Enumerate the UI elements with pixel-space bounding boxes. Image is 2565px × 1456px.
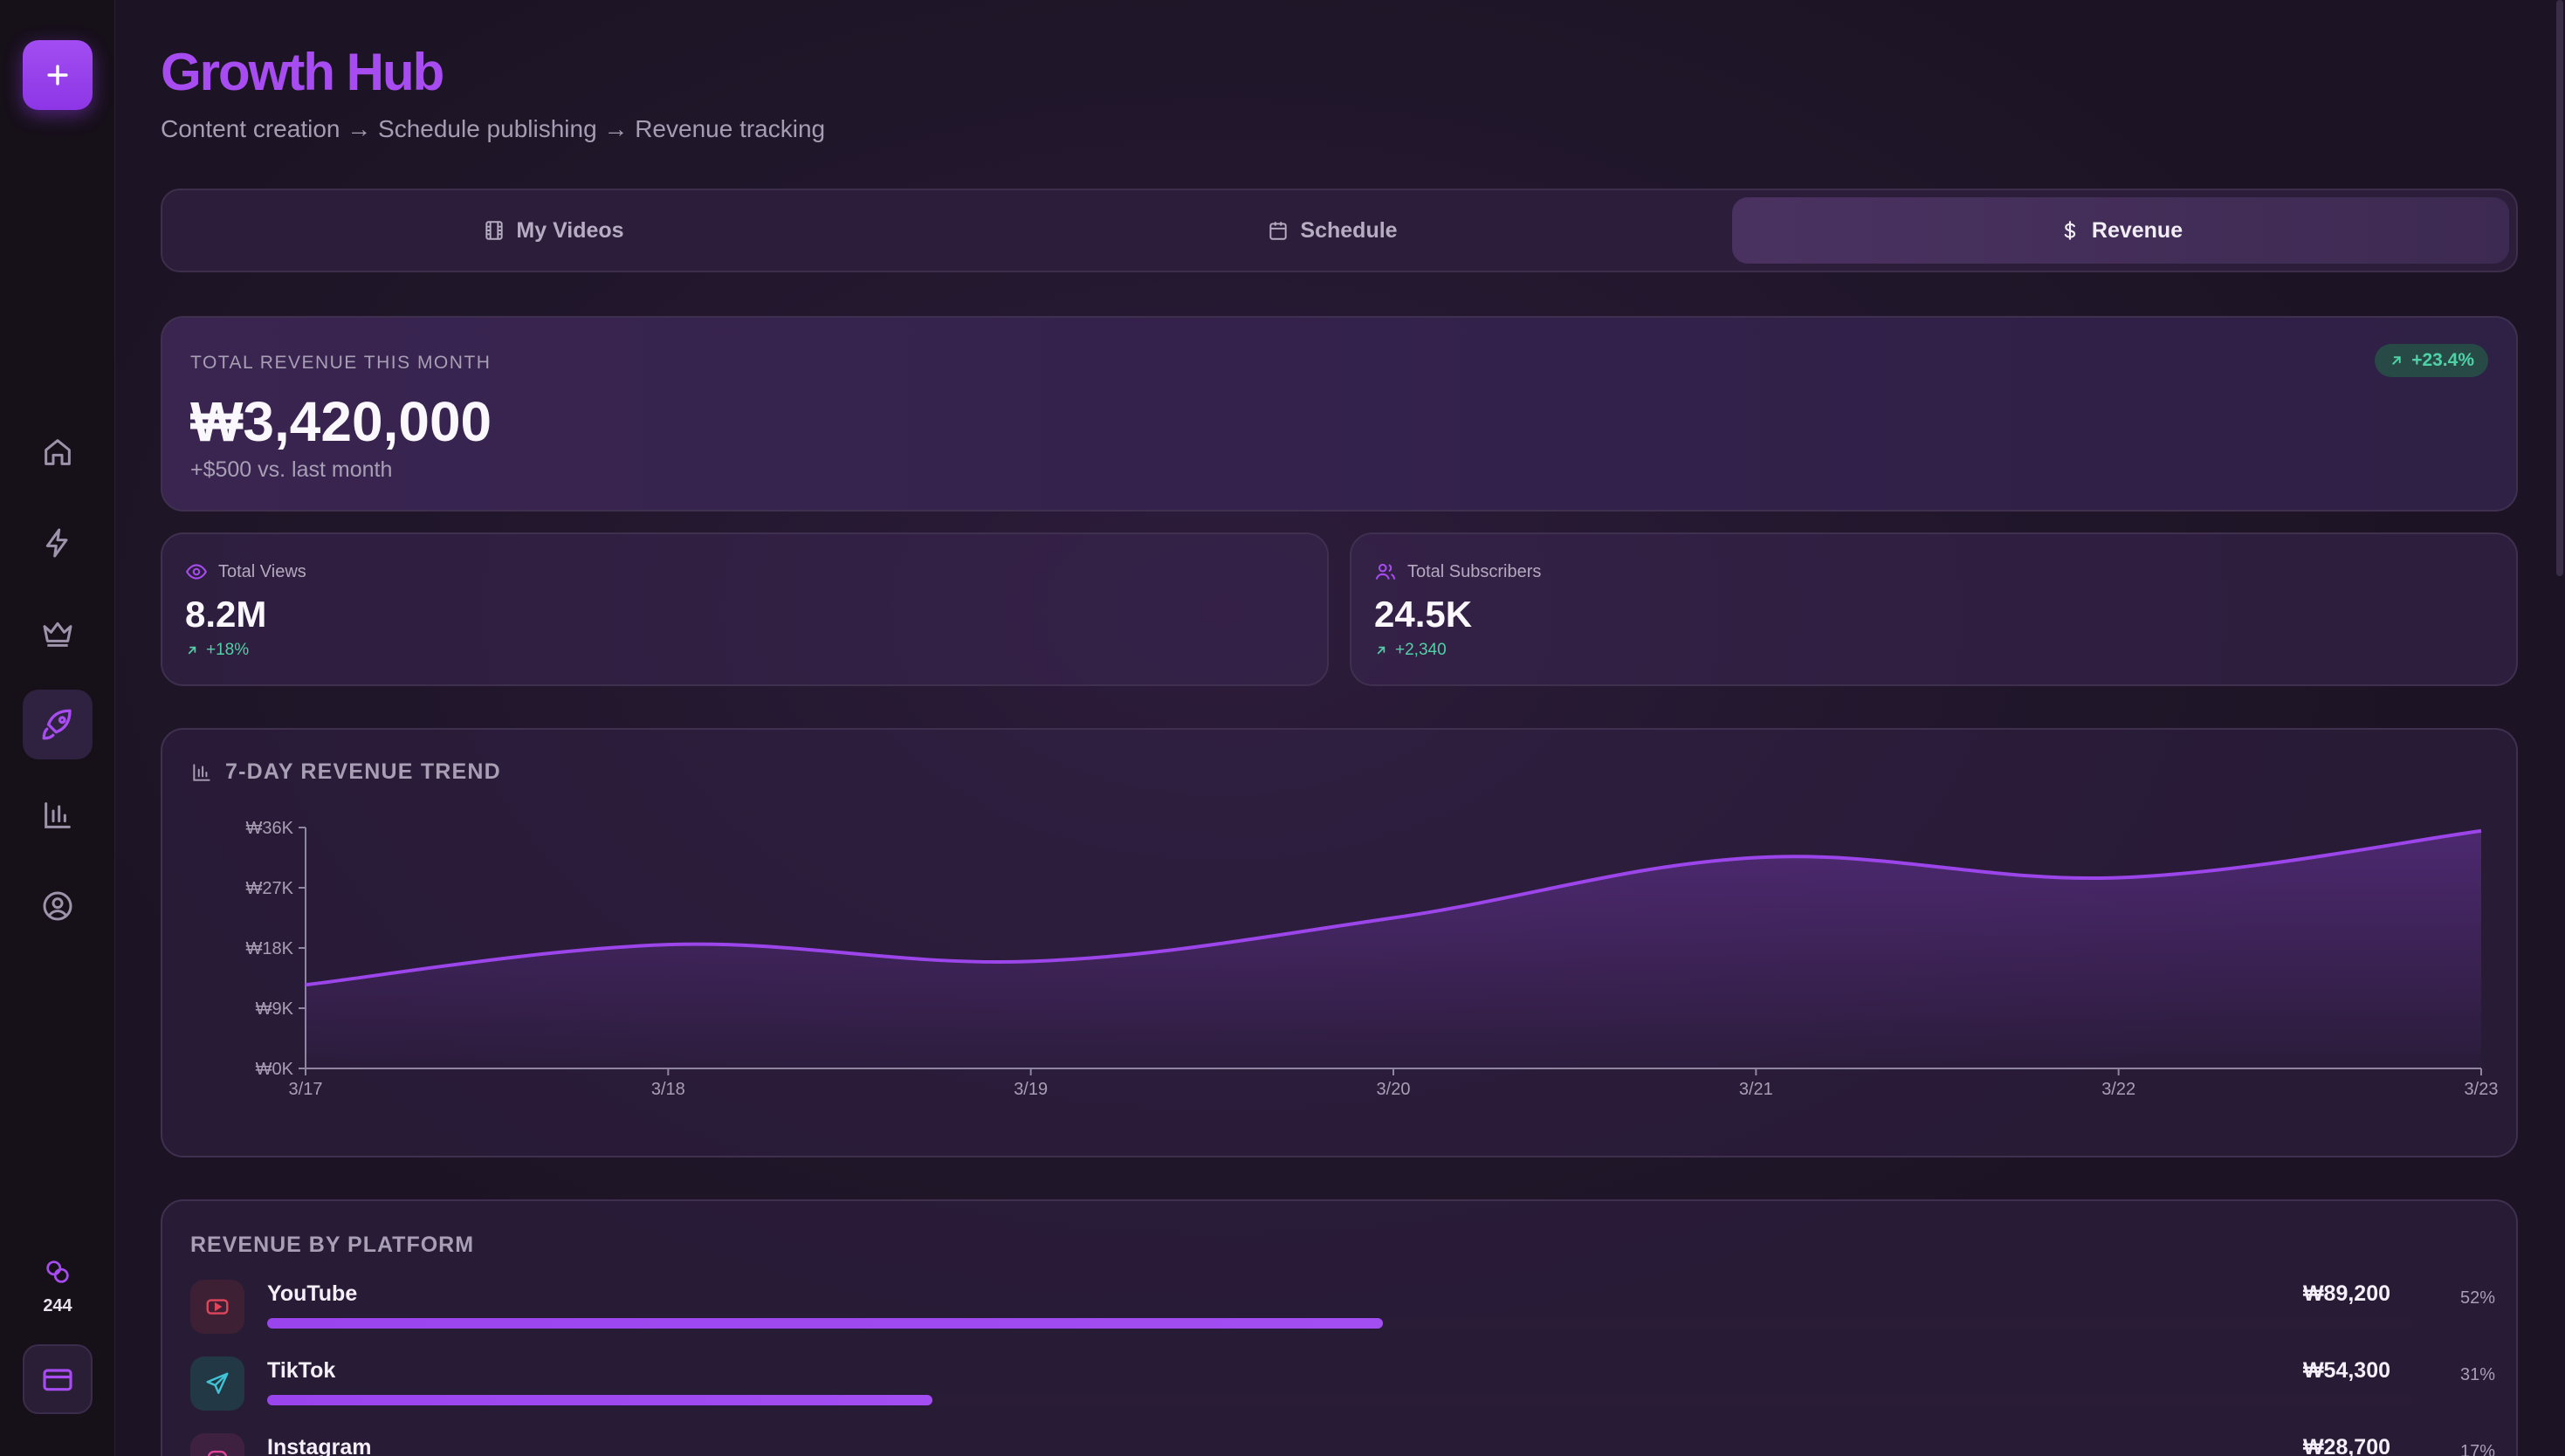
tab-label: My Videos [516, 217, 624, 243]
series-area [306, 830, 2481, 1068]
views-label: Total Views [218, 561, 306, 581]
x-tick-label: 3/22 [2101, 1080, 2135, 1099]
platform-percent: 52% [2459, 1288, 2495, 1308]
eye-icon [186, 564, 207, 580]
platform-name: YouTube [267, 1281, 358, 1306]
revenue-trend-card: ₩0K ₩9K ₩18K ₩27K ₩36K 3/17 3/18 3/19 3/20 3/21 3/… [161, 728, 2518, 1157]
plus-icon [47, 65, 68, 86]
rocket-icon [42, 709, 72, 740]
platform-share-fill [267, 1395, 932, 1405]
platform-share-bar [267, 1395, 2413, 1405]
platform-amount: ₩28,700 [2302, 1435, 2390, 1456]
views-delta: +18% [206, 641, 250, 659]
main-content: Growth Hub Content creation → Schedule p… [161, 0, 2518, 1456]
chart-title-row: 7-DAY REVENUE TREND [190, 759, 501, 785]
total-subscribers-card: Total Subscribers 24.5K +2,340 [1350, 532, 2518, 686]
subscribers-label: Total Subscribers [1407, 561, 1542, 581]
growth-badge: +23.4% [2375, 344, 2488, 377]
sidebar: 244 [0, 0, 115, 1456]
chart-title: 7-DAY REVENUE TREND [225, 759, 501, 784]
subscribers-delta-row: +2,340 [1374, 641, 1447, 660]
scrollbar[interactable] [2556, 0, 2563, 576]
tab-label: Schedule [1300, 217, 1398, 243]
platform-amount: ₩54,300 [2302, 1358, 2390, 1383]
sidebar-item-lightning[interactable] [23, 508, 93, 578]
youtube-icon [190, 1280, 244, 1334]
tab-revenue[interactable]: Revenue [1732, 197, 2509, 264]
platform-row[interactable]: Instagram ₩28,700 17% [190, 1433, 2495, 1456]
platform-share-bar [267, 1318, 2413, 1329]
home-icon [45, 439, 71, 465]
page-title: Growth Hub [161, 43, 444, 101]
sidebar-item-analytics[interactable] [23, 780, 93, 850]
total-views-card: Total Views 8.2M +18% [161, 532, 1329, 686]
bar-chart-icon [193, 763, 210, 781]
y-tick-label: ₩0K [256, 1060, 294, 1079]
tab-bar: My Videos Schedule Revenue [161, 189, 2518, 272]
user-circle-icon [43, 891, 72, 921]
tab-label: Revenue [2091, 217, 2183, 243]
y-tick-label: ₩27K [246, 879, 294, 898]
platform-row[interactable]: YouTube ₩89,200 52% [190, 1280, 2495, 1350]
bar-chart-icon [45, 802, 71, 828]
calendar-icon [1269, 222, 1288, 240]
coins-icon [46, 1260, 69, 1283]
x-tick-label: 3/23 [2465, 1080, 2499, 1099]
x-tick-label: 3/19 [1014, 1080, 1048, 1099]
sidebar-item-growth[interactable] [23, 690, 93, 759]
tab-schedule[interactable]: Schedule [948, 197, 1716, 264]
revenue-by-platform-card: REVENUE BY PLATFORM YouTube ₩89,200 52% Tik… [161, 1199, 2518, 1456]
credit-card-icon [43, 1369, 72, 1391]
subscribers-label-row: Total Subscribers [1374, 560, 1541, 583]
views-delta-row: +18% [185, 641, 249, 660]
page-subtitle: Content creation → Schedule publishing →… [161, 115, 826, 142]
sidebar-item-crown[interactable] [23, 599, 93, 669]
platform-name: Instagram [267, 1435, 372, 1456]
sidebar-item-profile[interactable] [23, 871, 93, 941]
credits-counter[interactable]: 244 [23, 1257, 93, 1316]
x-tick-label: 3/20 [1377, 1080, 1411, 1099]
platform-percent: 17% [2459, 1442, 2495, 1456]
x-tick-label: 3/18 [651, 1080, 685, 1099]
arrow-up-right-icon [188, 646, 196, 655]
subscribers-value: 24.5K [1374, 594, 1473, 635]
crown-icon [43, 622, 72, 647]
x-tick-label: 3/21 [1739, 1080, 1773, 1099]
views-value: 8.2M [185, 594, 267, 635]
arrow-up-right-icon [1377, 646, 1386, 655]
y-tick-label: ₩18K [246, 939, 294, 958]
billing-button[interactable] [23, 1344, 93, 1414]
instagram-icon [190, 1433, 244, 1456]
y-tick-label: ₩9K [256, 999, 294, 1019]
film-icon [485, 221, 504, 240]
users-icon [1375, 563, 1396, 580]
tab-my-videos[interactable]: My Videos [169, 197, 938, 264]
arrow-up-right-icon [2392, 356, 2401, 365]
platform-percent: 31% [2459, 1365, 2495, 1384]
platform-row[interactable]: TikTok ₩54,300 31% [190, 1356, 2495, 1426]
subscribers-delta: +2,340 [1395, 641, 1447, 659]
credits-count: 244 [43, 1296, 72, 1315]
send-icon [190, 1356, 244, 1411]
revenue-amount: ₩3,420,000 [190, 390, 492, 453]
total-revenue-card: TOTAL REVENUE THIS MONTH ₩3,420,000 +$50… [161, 316, 2518, 512]
add-button[interactable] [23, 40, 93, 110]
platform-name: TikTok [267, 1358, 336, 1383]
y-tick-label: ₩36K [246, 819, 294, 838]
views-label-row: Total Views [185, 560, 306, 583]
growth-badge-value: +23.4% [2411, 350, 2474, 370]
revenue-label: TOTAL REVENUE THIS MONTH [190, 353, 492, 373]
platform-share-fill [267, 1318, 1384, 1329]
platform-amount: ₩89,200 [2302, 1281, 2390, 1306]
x-tick-label: 3/17 [289, 1080, 323, 1099]
dollar-icon [2064, 221, 2076, 240]
lightning-icon [45, 528, 68, 558]
revenue-trend-chart: ₩0K ₩9K ₩18K ₩27K ₩36K 3/17 3/18 3/19 3/20 3/21 3/… [246, 819, 2499, 1099]
revenue-delta: +$500 vs. last month [190, 457, 393, 482]
sidebar-item-home[interactable] [23, 417, 93, 487]
platform-title: REVENUE BY PLATFORM [190, 1233, 475, 1257]
